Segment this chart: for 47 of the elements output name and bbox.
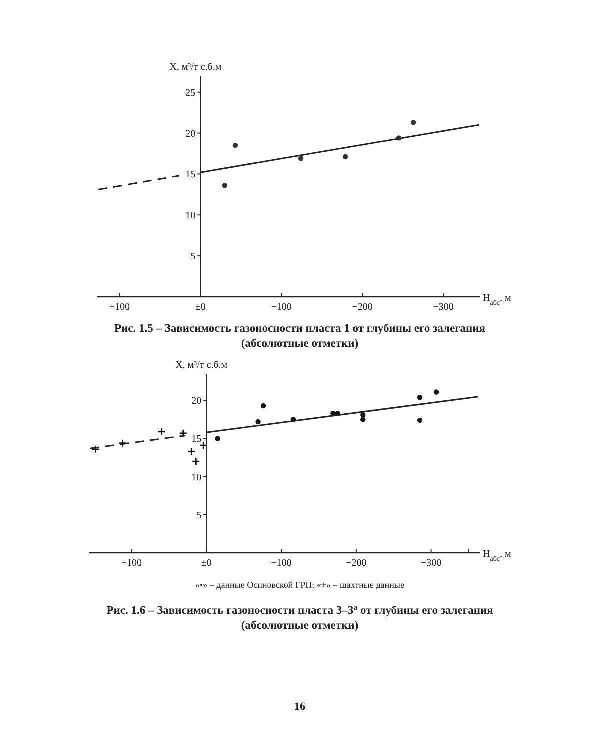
text: «•» – данные Осиновской ГРП; «+» – шахтные данные	[196, 580, 404, 590]
text: 16	[294, 701, 306, 713]
point	[232, 142, 238, 148]
point	[215, 436, 220, 442]
y-tick-label: 5	[190, 252, 196, 263]
y-tick-label: 20	[186, 128, 196, 140]
point	[179, 429, 188, 438]
text: Рис. 1.5 – Зависимость газоносности пласта 1 от глубины его залегания (абсолютные отметки)	[114, 323, 486, 350]
y-tick-label: 20	[192, 396, 202, 408]
point	[187, 447, 196, 456]
point	[417, 395, 423, 400]
x-tick-label: −100	[271, 302, 292, 313]
y-tick-label: 10	[186, 210, 196, 222]
x-tick-label: −100	[271, 558, 292, 569]
y-tick-label: 10	[192, 472, 202, 484]
point	[192, 457, 200, 466]
x-tick-label: −200	[352, 302, 373, 313]
y-tick-label: 15	[192, 434, 202, 446]
point	[157, 428, 166, 436]
point	[256, 419, 261, 425]
x-tick-label: −300	[420, 558, 442, 569]
x-tick-label: −300	[433, 302, 454, 313]
x-axis-title: H$_{абс}$, м	[483, 549, 512, 563]
point	[260, 403, 266, 409]
point	[434, 390, 440, 395]
y-tick-label: 25	[186, 88, 196, 99]
x-tick-label: ±0	[201, 558, 212, 569]
point	[360, 417, 366, 422]
point	[92, 445, 100, 454]
point	[417, 418, 423, 424]
x-tick-label: ±0	[195, 302, 206, 313]
point	[342, 154, 348, 160]
y-tick-label: 5	[196, 510, 202, 522]
point	[222, 183, 228, 188]
point	[411, 120, 416, 126]
point	[298, 156, 304, 162]
x-tick-label: +100	[109, 302, 130, 313]
point	[360, 412, 366, 418]
x-tick-label: −200	[346, 558, 367, 569]
x-tick-label: +100	[121, 558, 142, 569]
y-axis-title: X, м³/т с.б.м	[176, 360, 228, 371]
y-tick-label: 15	[186, 170, 196, 181]
text: Рис. 1.6 – Зависимость газоносности пласта 3–3$^{а}$ от глубины его залегания (абсолютные отметки)	[106, 602, 494, 632]
y-axis-title: X, м³/т с.б.м	[170, 62, 222, 73]
point	[199, 441, 208, 450]
x-axis-title: H$_{абс}$, м	[483, 293, 512, 307]
point	[118, 439, 127, 448]
